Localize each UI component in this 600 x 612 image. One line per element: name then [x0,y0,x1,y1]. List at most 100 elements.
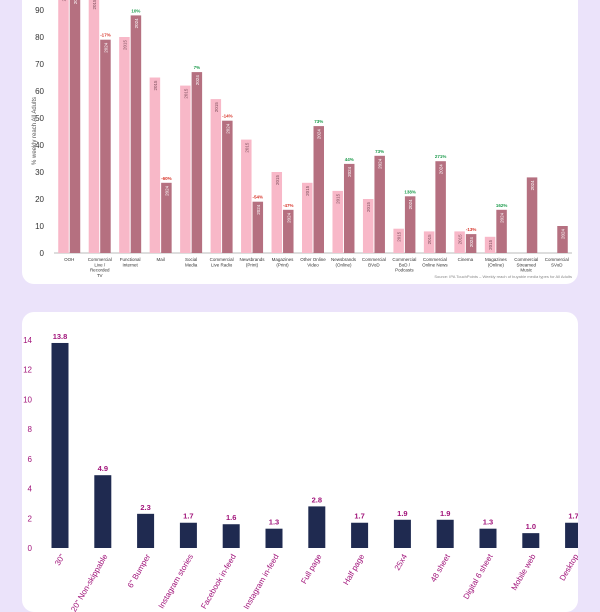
category-label-line: Functional [120,257,141,262]
bar-2015 [302,182,313,253]
category-label: Instagram in-feed [242,553,281,611]
category-label-line: Podcasts [395,268,414,273]
value-chart-card: 0 2 4 6 8 10 12 14 13.8 30" 4.9 20" Non-skippable 2.… [22,312,578,612]
bar-year-label: 2015 [122,40,127,51]
value-label: 1.7 [183,512,193,521]
value-label: 1.7 [354,512,364,521]
y-tick-label: 4 [28,485,33,494]
category-label-line: Magazines [272,257,295,262]
value-bar [393,519,411,548]
bar-year-label: 2024 [195,75,200,86]
y-tick-label: 10 [23,395,32,404]
y-tick-label: 30 [35,168,44,177]
value-bar [565,522,578,548]
category-label: 30" [53,552,67,567]
category-label: Digital 6 sheet [462,552,496,601]
category-label-line: Mail [157,257,165,262]
category-label: Commercial Live / Recorded TV [88,257,112,278]
category-label-line: Media [185,262,198,267]
value-bar [51,342,69,548]
bar-year-label: 2015 [214,102,219,113]
category-label: Magazines (Print) [272,257,295,267]
category-label-line: (Print) [246,262,259,267]
category-label-line: Online News [422,262,448,267]
y-tick-label: 40 [35,141,44,150]
category-label: Mail [157,257,165,262]
change-label: 44% [345,157,354,162]
change-label: -60% [161,176,172,181]
change-label: 73% [314,119,323,124]
value-label: 13.8 [53,332,68,341]
category-label: Facebook in-feed [199,553,238,611]
bar-year-label: 2024 [408,199,413,210]
bar-2024 [374,155,385,253]
value-label: 1.3 [483,518,493,527]
bar-year-label: 2015 [458,234,463,245]
category-label-line: Newsbrands [331,257,357,262]
value-bar [137,513,155,548]
y-tick-label: 10 [35,222,44,231]
bar-2015 [210,99,222,253]
category-label: Commercial Online News [422,257,448,267]
value-label: 2.8 [312,495,322,504]
bar-2024 [283,209,294,253]
y-axis-label: % weekly reach All Adults [32,97,38,165]
bar-year-label: 2015 [153,80,158,91]
value-label: 1.0 [526,522,536,531]
y-tick-label: 6 [28,455,33,464]
change-label: 7% [194,65,201,70]
bar-2024 [313,126,324,253]
category-label: OOH [64,257,74,262]
bar-2024 [526,177,538,253]
category-label-line: Newsbrands [240,257,266,262]
change-label: 162% [496,203,508,208]
y-tick-label: 70 [35,60,44,69]
bar-2024 [465,234,477,253]
bar-year-label: 2015 [61,0,66,1]
category-label-line: Commercial [514,257,538,262]
category-label: Instagram stories [157,553,195,611]
bar-2024 [404,196,416,253]
category-label-line: Internet [123,262,139,267]
bar-year-label: 2015 [183,88,188,99]
bar-year-label: 2024 [73,0,78,4]
y-tick-label: 8 [28,425,33,434]
bar-2015 [180,85,191,253]
y-tick-label: 60 [35,87,44,96]
category-label-line: Commercial [362,257,386,262]
value-bar [308,506,326,548]
bar-year-label: 2024 [561,229,566,240]
category-label-line: Streamed [517,262,537,267]
category-label-line: Music [520,268,533,273]
category-label: Commercial BVoD [362,257,386,267]
reach-chart: 0 10 20 30 40 50 60 70 80 90 % weekly reach All Ad… [32,0,572,279]
bar-year-label: 2015 [336,193,341,204]
y-tick-label: 50 [35,114,44,123]
y-tick-label: 2 [28,514,33,523]
category-label-line: Live Radio [211,262,233,267]
bar-2015 [241,139,252,253]
bar-year-label: 2024 [103,42,108,53]
y-tick-label: 0 [28,544,33,553]
bar-year-label: 2024 [317,129,322,140]
bar-2024 [69,0,81,253]
category-label: Newsbrands (Online) [331,257,357,267]
change-label: 138% [404,189,416,194]
value-label: 1.7 [568,512,578,521]
bar-year-label: 2015 [244,142,249,153]
value-label: 2.3 [140,503,150,512]
bar-2015 [362,199,374,253]
category-label-line: BoD / [399,262,411,267]
bar-2024 [161,182,172,253]
bar-2024 [191,72,203,253]
category-label: 25x4 [393,552,410,572]
bar-2015 [423,231,435,253]
bar-year-label: 2024 [286,212,291,223]
change-label: -54% [253,195,264,200]
bar-2024 [435,161,446,253]
bar-year-label: 2015 [275,175,280,186]
category-label-line: Commercial [423,257,447,262]
change-label: 271% [435,154,447,159]
source-note: Source: IPA TouchPoints – Weekly reach o… [434,274,572,279]
category-label: Commercial BoD / Podcasts [392,257,416,273]
